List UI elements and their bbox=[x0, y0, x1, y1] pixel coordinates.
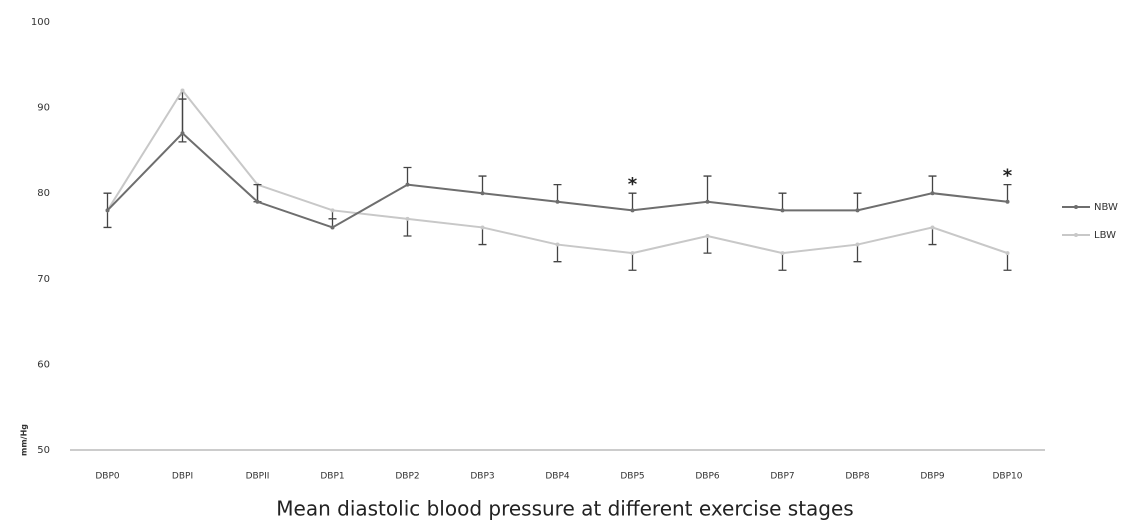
series-line bbox=[106, 131, 1008, 229]
point bbox=[630, 208, 635, 213]
error-bar bbox=[178, 98, 187, 134]
error-bar bbox=[703, 175, 712, 202]
error-bar bbox=[853, 244, 862, 263]
point bbox=[330, 208, 335, 213]
annotation: * bbox=[1003, 166, 1013, 187]
chart-title: Mean diastolic blood pressure at differe… bbox=[276, 497, 853, 521]
error-bar bbox=[403, 166, 412, 185]
error-bar bbox=[553, 244, 562, 263]
y-tick-label: 60 bbox=[37, 359, 50, 370]
x-tick-label: DBP6 bbox=[695, 472, 720, 482]
error-bar bbox=[928, 175, 937, 194]
x-tick-label: DBP8 bbox=[845, 472, 870, 482]
y-tick-label: 90 bbox=[37, 103, 50, 114]
error-bar bbox=[928, 227, 937, 246]
error-bar bbox=[553, 183, 562, 202]
point bbox=[255, 199, 260, 204]
legend-marker bbox=[1074, 233, 1078, 237]
y-tick-label: 50 bbox=[37, 445, 50, 456]
error-bar bbox=[478, 227, 487, 246]
point bbox=[705, 199, 710, 204]
y-tick-label: 70 bbox=[37, 274, 50, 285]
error-bar bbox=[403, 218, 412, 237]
error-bar bbox=[853, 192, 862, 211]
legend-marker bbox=[1074, 205, 1078, 209]
point bbox=[555, 242, 560, 247]
point bbox=[855, 208, 860, 213]
x-tick-label: DBP0 bbox=[95, 472, 120, 482]
x-tick-label: DBP1 bbox=[320, 472, 344, 482]
x-tick-label: DBPI bbox=[172, 472, 193, 482]
x-tick-label: DBP5 bbox=[620, 472, 644, 482]
error-bar bbox=[628, 253, 637, 271]
point bbox=[1005, 199, 1010, 204]
point bbox=[330, 225, 335, 230]
point bbox=[480, 191, 485, 196]
point bbox=[180, 88, 185, 93]
y-axis-label: mm/Hg bbox=[20, 424, 29, 456]
point bbox=[480, 225, 485, 230]
error-bar bbox=[253, 183, 262, 202]
x-tick-label: DBPII bbox=[246, 472, 270, 482]
error-bar bbox=[778, 192, 787, 211]
x-tick-label: DBP4 bbox=[545, 472, 570, 482]
error-bar bbox=[1003, 253, 1012, 271]
error-bar bbox=[778, 253, 787, 271]
series-line bbox=[106, 88, 1008, 255]
point bbox=[930, 225, 935, 230]
error-bar bbox=[103, 192, 112, 211]
point bbox=[180, 131, 185, 136]
error-bar bbox=[478, 175, 487, 194]
point bbox=[1005, 251, 1010, 256]
x-tick-label: DBP3 bbox=[470, 472, 494, 482]
error-bar bbox=[1003, 183, 1012, 202]
point bbox=[705, 234, 710, 238]
point bbox=[780, 251, 785, 256]
annotation: * bbox=[628, 174, 638, 195]
error-bar bbox=[628, 192, 637, 211]
legend-label: NBW bbox=[1094, 202, 1118, 213]
legend-label: LBW bbox=[1094, 230, 1116, 241]
point bbox=[630, 251, 635, 256]
x-tick-label: DBP9 bbox=[920, 472, 945, 482]
point bbox=[405, 182, 410, 187]
y-tick-label: 100 bbox=[31, 17, 50, 28]
point bbox=[555, 199, 560, 204]
error-bar bbox=[103, 210, 112, 229]
y-tick-label: 80 bbox=[37, 188, 50, 199]
point bbox=[930, 191, 935, 196]
point bbox=[405, 216, 410, 221]
error-bar bbox=[703, 236, 712, 254]
point bbox=[105, 208, 110, 213]
point bbox=[780, 208, 785, 213]
x-tick-label: DBP7 bbox=[770, 472, 794, 482]
x-tick-label: DBP2 bbox=[395, 472, 419, 482]
x-tick-label: DBP10 bbox=[993, 472, 1023, 482]
point bbox=[855, 242, 860, 247]
